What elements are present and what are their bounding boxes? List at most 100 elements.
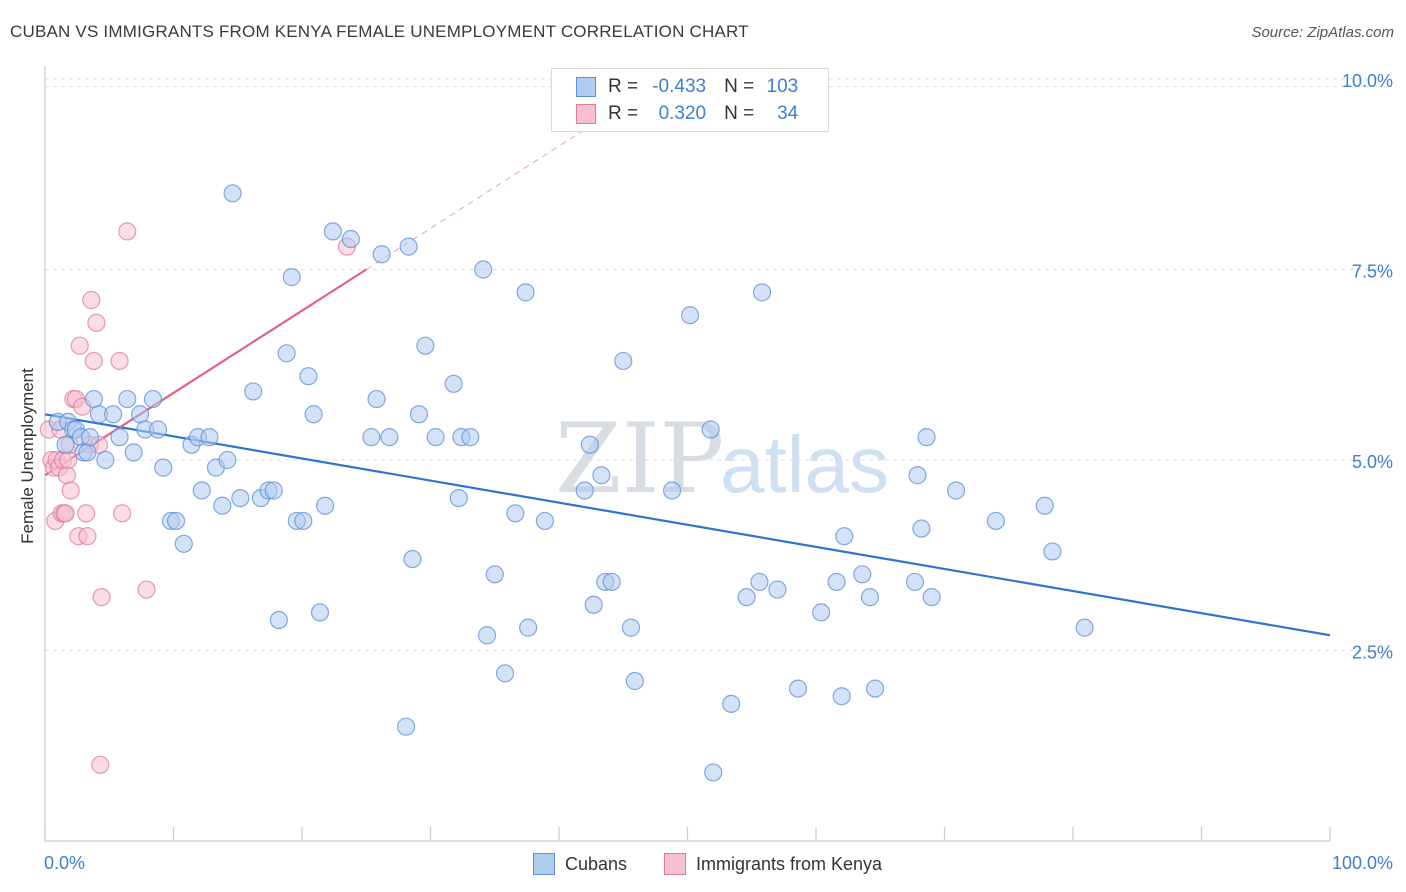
cuban-point [416, 336, 435, 355]
cuban-point [750, 572, 769, 592]
cuban-point [56, 435, 75, 454]
cubans-swatch [576, 77, 596, 97]
cuban-point [866, 679, 885, 698]
cuban-point [584, 595, 603, 614]
cuban-point [294, 511, 313, 531]
tick-labels: 2.5% 5.0% 7.5% 10.0% 0.0% 100.0% [44, 71, 1393, 873]
cuban-point [174, 534, 193, 553]
cuban-point [768, 580, 787, 599]
cuban-point [1035, 496, 1054, 515]
cuban-point [474, 260, 493, 279]
kenya-point [78, 527, 97, 546]
cuban-point [372, 245, 391, 264]
kenya-trend-extension [365, 101, 629, 270]
kenya-point [110, 351, 129, 371]
cuban-point [662, 481, 682, 500]
cuban-point [477, 626, 497, 645]
cuban-point [752, 283, 772, 302]
cuban-point [812, 603, 831, 622]
y-tick-label: 5.0% [1352, 452, 1393, 472]
cuban-point [304, 405, 323, 424]
cuban-point [323, 222, 342, 241]
axes [44, 66, 1331, 842]
cuban-point [495, 664, 515, 683]
cuban-point [96, 450, 115, 470]
cuban-point [704, 763, 723, 782]
cuban-point [614, 351, 633, 371]
r-label: R = [608, 76, 639, 97]
cuban-point [1043, 542, 1062, 561]
cuban-point [722, 694, 741, 713]
cuban-point [166, 511, 186, 531]
kenya-point [77, 504, 96, 523]
cuban-point [192, 481, 211, 500]
r-label: R = [608, 103, 639, 124]
cuban-point [485, 565, 504, 584]
cuban-point [299, 367, 318, 386]
kenya-point [91, 755, 110, 774]
cuban-point [625, 671, 644, 691]
cuban-point [213, 496, 232, 515]
kenya-point [57, 466, 76, 485]
cuban-point [922, 588, 941, 607]
cuban-point [449, 489, 468, 508]
cuban-point [409, 405, 429, 424]
kenya-point [61, 481, 80, 500]
cuban-point [461, 428, 480, 447]
n-label: N = [724, 76, 755, 97]
cuban-point [154, 458, 173, 477]
cuban-point [130, 405, 150, 424]
cuban-point [396, 717, 416, 736]
cuban-point [737, 588, 756, 607]
cuban-point [602, 572, 621, 592]
cuban-point [788, 679, 808, 698]
x-tick-label: 0.0% [44, 853, 85, 873]
y-axis-label: Female Unemployment [18, 368, 37, 544]
kenya-point [87, 313, 106, 332]
cuban-point [118, 389, 137, 409]
kenya-point [137, 580, 156, 599]
kenya-point [118, 222, 137, 241]
y-tick-label: 2.5% [1352, 643, 1393, 663]
cuban-point [506, 504, 525, 523]
cuban-point [218, 450, 237, 470]
n-value: 34 [777, 103, 799, 124]
cuban-point [519, 618, 538, 637]
cuban-point [310, 603, 330, 622]
kenya-legend-label: Immigrants from Kenya [696, 853, 883, 874]
cuban-point [341, 229, 360, 249]
cuban-point [84, 389, 103, 409]
grid-lines [45, 78, 1392, 651]
cuban-point [535, 511, 554, 531]
cuban-point [269, 610, 288, 630]
legend-row-cubans: R = -0.433 N = 103 [576, 75, 798, 99]
cubans-trend-line [44, 413, 1331, 637]
kenya-swatch [576, 104, 596, 124]
cuban-point [680, 306, 700, 325]
kenya-point [82, 290, 101, 310]
n-value: 103 [766, 76, 799, 97]
kenya-point [56, 504, 75, 523]
cuban-point [946, 481, 966, 500]
kenya-point [70, 336, 89, 355]
cuban-point [853, 565, 872, 584]
legend-item-kenya[interactable]: Immigrants from Kenya [664, 852, 882, 876]
chart-title: CUBAN VS IMMIGRANTS FROM KENYA FEMALE UN… [10, 22, 749, 41]
cuban-point [516, 283, 535, 302]
legend-item-cubans[interactable]: Cubans [533, 852, 627, 876]
kenya-point [59, 450, 78, 470]
cuban-point [912, 519, 931, 538]
y-tick-label: 10.0% [1342, 71, 1393, 91]
cuban-point [917, 428, 936, 447]
cuban-point [1075, 618, 1094, 637]
cuban-point [908, 466, 927, 485]
cuban-point [223, 184, 242, 203]
cuban-point [231, 489, 250, 508]
cuban-point [362, 428, 381, 447]
cuban-point [399, 237, 418, 256]
kenya-point [112, 504, 132, 523]
cuban-point [575, 481, 594, 500]
cuban-point [827, 572, 846, 592]
cuban-point [104, 405, 123, 424]
